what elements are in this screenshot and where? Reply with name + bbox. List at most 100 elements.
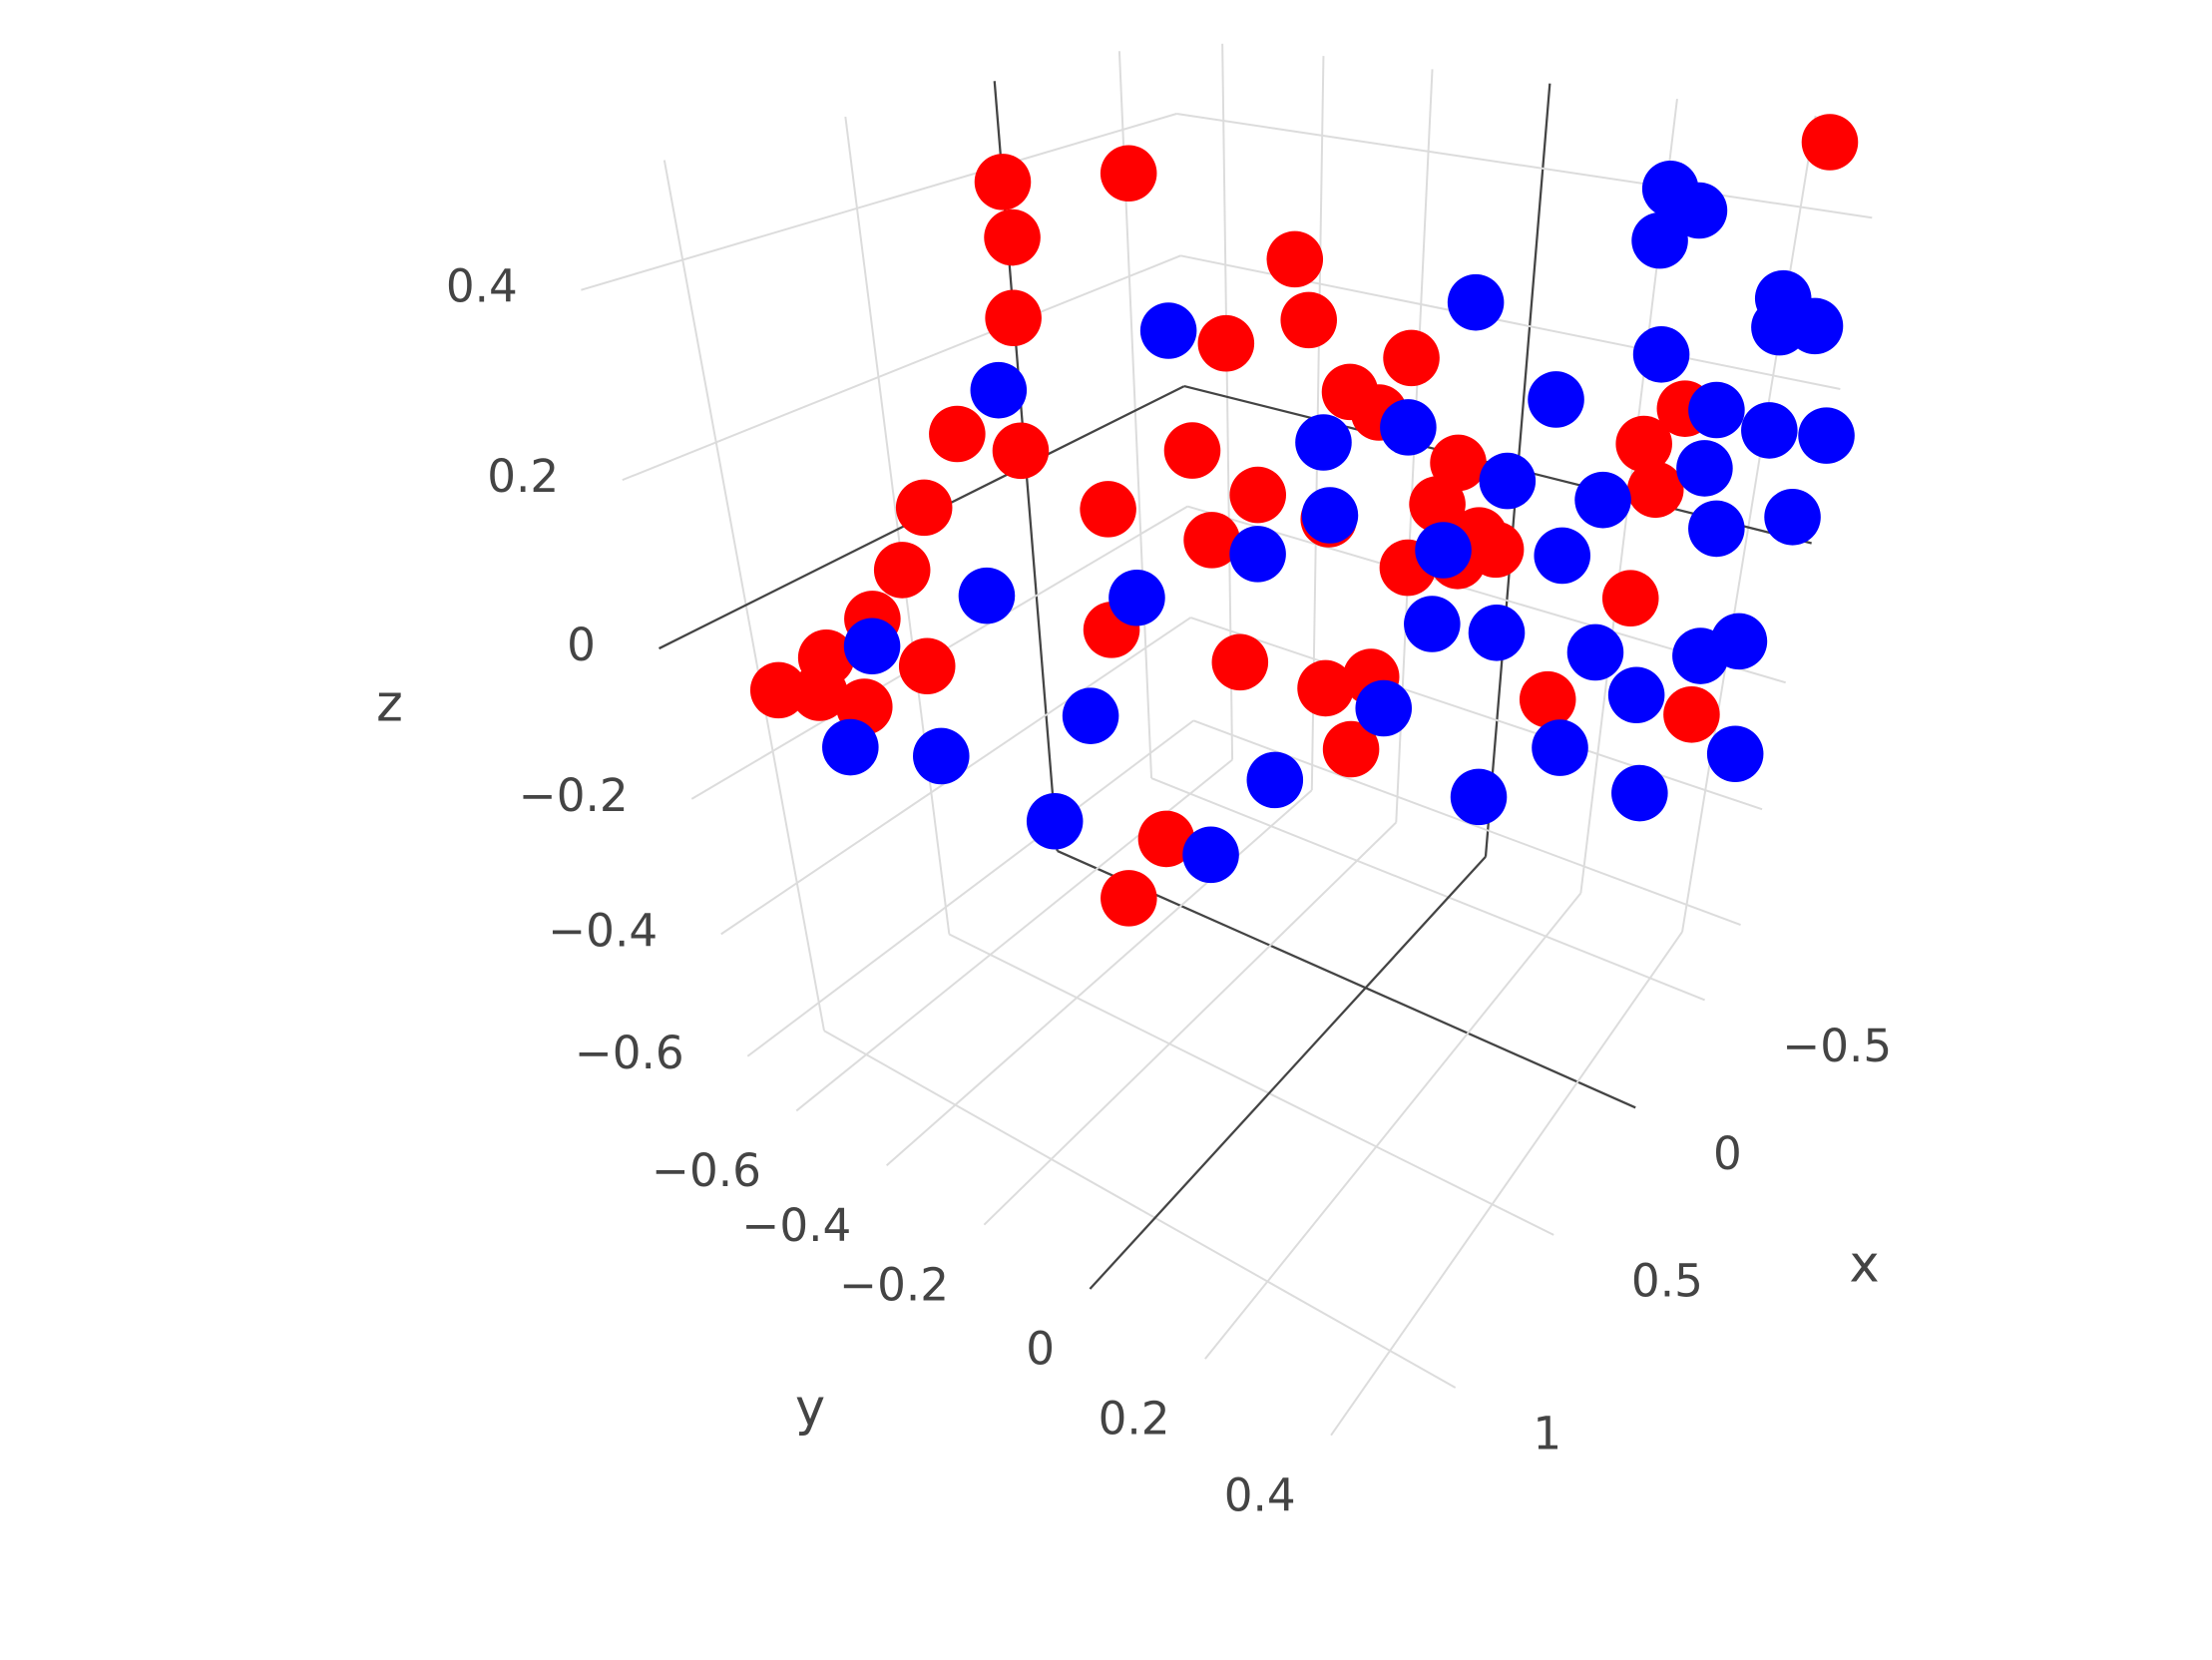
x-tick-label: 0.5 — [1631, 1254, 1703, 1307]
marker — [1532, 719, 1588, 776]
x-axis-title: x — [1850, 1235, 1880, 1294]
grid-line — [663, 160, 825, 1032]
grid-line — [844, 116, 951, 935]
grid-line — [983, 821, 1397, 1226]
y-tick-label: 0.2 — [1099, 1393, 1170, 1446]
marker — [1062, 687, 1119, 744]
y-tick-label: −0.4 — [741, 1199, 851, 1252]
z-tick-label: −0.4 — [548, 904, 658, 957]
marker — [974, 154, 1032, 210]
marker — [1026, 792, 1084, 850]
marker — [1197, 314, 1255, 372]
marker — [992, 422, 1050, 480]
grid-line — [1190, 617, 1763, 811]
marker — [1383, 329, 1440, 387]
marker — [1479, 452, 1537, 510]
marker — [1415, 522, 1472, 579]
marker — [1101, 870, 1157, 927]
grid-line — [1204, 892, 1582, 1360]
marker — [929, 405, 986, 463]
z-tick-label: 0.2 — [487, 450, 559, 503]
marker — [1080, 481, 1136, 538]
z-tick-label: 0 — [567, 619, 596, 671]
marker — [1229, 466, 1286, 524]
marker — [898, 637, 956, 695]
y-tick-label: −0.6 — [652, 1144, 761, 1197]
marker — [913, 727, 970, 785]
marker — [1450, 768, 1508, 826]
y-tick-label: 0 — [1026, 1323, 1055, 1376]
marker — [1801, 114, 1859, 171]
marker — [1626, 461, 1684, 519]
marker — [822, 718, 879, 776]
y-tick-label: 0.4 — [1224, 1468, 1296, 1521]
marker — [1764, 489, 1821, 546]
marker — [1295, 414, 1352, 471]
marker — [984, 208, 1041, 266]
marker — [1798, 407, 1855, 464]
marker — [1676, 440, 1733, 497]
marker — [1607, 666, 1665, 723]
marker — [1754, 269, 1812, 327]
marker — [985, 289, 1042, 347]
marker — [1528, 371, 1584, 428]
marker — [958, 567, 1016, 624]
marker — [1322, 720, 1380, 778]
z-tick-label: 0.4 — [446, 260, 518, 313]
grid-line — [1681, 115, 1817, 933]
marker — [1229, 526, 1286, 583]
marker — [843, 618, 901, 675]
marker — [1467, 521, 1525, 579]
marker — [1663, 686, 1720, 743]
marker — [1183, 512, 1240, 569]
marker — [1404, 596, 1461, 652]
marker — [1380, 399, 1437, 456]
marker — [1447, 273, 1505, 331]
marker — [1632, 326, 1690, 383]
marker — [1182, 826, 1239, 884]
marker — [749, 661, 807, 719]
zero-line — [1089, 855, 1487, 1290]
y-tick-label: −0.2 — [839, 1258, 949, 1311]
marker — [1688, 500, 1745, 558]
marker — [873, 542, 931, 599]
marker — [1246, 751, 1304, 809]
marker — [1611, 764, 1668, 822]
marker — [970, 361, 1028, 419]
marker — [1163, 422, 1221, 479]
marker — [1566, 623, 1624, 681]
marker — [1710, 613, 1768, 670]
marker — [1409, 476, 1466, 533]
grid-line — [948, 933, 1554, 1236]
marker — [1301, 487, 1359, 544]
marker — [1688, 381, 1745, 439]
marker — [1519, 670, 1576, 728]
marker — [1615, 415, 1672, 473]
grid-line — [885, 789, 1313, 1167]
grid-line — [823, 1030, 1457, 1389]
marker — [1100, 145, 1157, 202]
x-tick-label: 1 — [1533, 1408, 1561, 1460]
marker — [1534, 527, 1591, 585]
marker — [895, 479, 953, 537]
z-tick-label: −0.6 — [575, 1027, 684, 1079]
marker — [1468, 605, 1526, 661]
grid-line — [1330, 931, 1683, 1437]
marker — [1601, 570, 1659, 626]
marker — [1574, 471, 1631, 529]
points — [749, 114, 1859, 927]
grid-line — [1176, 113, 1873, 219]
grid-line — [1150, 777, 1705, 1002]
marker — [1211, 633, 1269, 691]
marker — [1137, 810, 1195, 868]
tick-labels: −0.500.51−0.6−0.4−0.200.20.4−0.6−0.4−0.2… — [446, 260, 1892, 1522]
marker — [1670, 182, 1728, 239]
y-axis-title: y — [795, 1380, 825, 1439]
grid-line — [581, 113, 1177, 291]
marker — [1631, 211, 1688, 269]
marker — [1297, 659, 1354, 717]
x-tick-label: −0.5 — [1782, 1020, 1892, 1072]
